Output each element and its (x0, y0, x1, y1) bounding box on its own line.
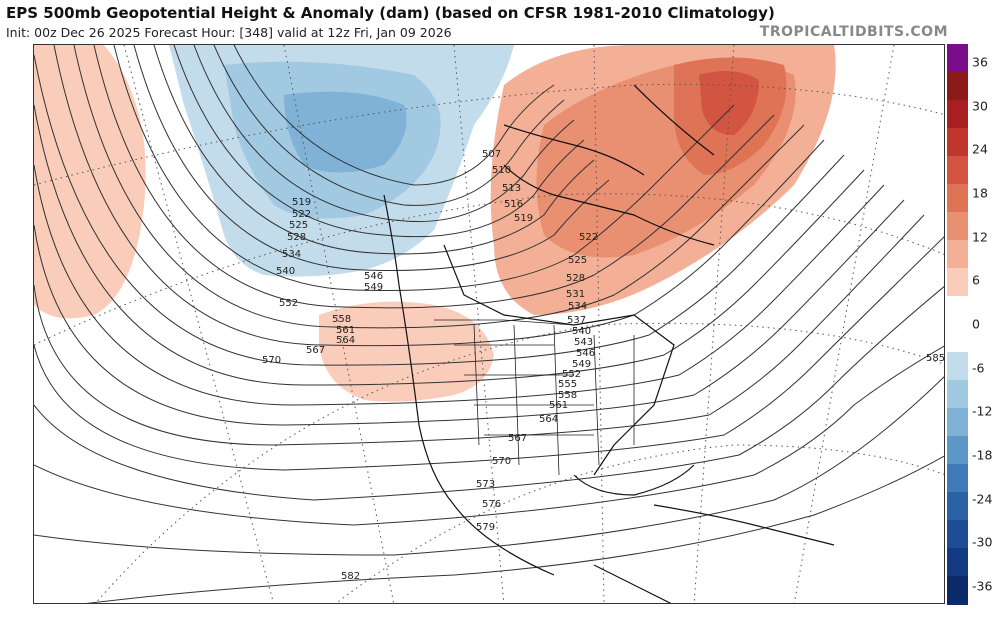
contour-label: 558 (332, 314, 351, 325)
warm-anomaly-west-us (319, 301, 494, 402)
contour-label: 564 (336, 335, 355, 346)
contour-label: 522 (579, 232, 598, 243)
contour-label: 528 (287, 232, 306, 243)
contour-label: 534 (282, 249, 301, 260)
brand-watermark: TROPICALTIDBITS.COM (759, 24, 948, 40)
contour-label: 567 (508, 433, 527, 444)
colorbar-cell (947, 240, 968, 269)
contour-label: 585 (926, 353, 945, 364)
contour-label: 519 (514, 213, 533, 224)
contour-label: 567 (306, 345, 325, 356)
colorbar-cell (947, 184, 968, 213)
colorbar-cell (947, 268, 968, 297)
coastlines (383, 84, 835, 603)
anomaly-shading (34, 45, 836, 402)
contour-label: 537 (567, 315, 586, 326)
contour-labels: 507 510 513 516 519 519 522 525 528 534 … (262, 149, 945, 582)
contour-label: 522 (292, 209, 311, 220)
contour-label: 543 (574, 337, 593, 348)
contour-label: 555 (558, 379, 577, 390)
contour-label: 528 (566, 273, 585, 284)
colorbar-cell (947, 576, 968, 605)
contour-label: 570 (262, 355, 281, 366)
contour-label: 510 (492, 165, 511, 176)
chart-title: EPS 500mb Geopotential Height & Anomaly … (6, 4, 775, 22)
colorbar-tick-label: -6 (972, 360, 985, 376)
colorbar-cell (947, 100, 968, 129)
colorbar-cell (947, 492, 968, 521)
colorbar-cell (947, 520, 968, 549)
colorbar-cell (947, 156, 968, 185)
map-canvas: 507 510 513 516 519 519 522 525 528 534 … (34, 45, 945, 603)
contour-label: 561 (549, 400, 568, 411)
colorbar-cell (947, 128, 968, 157)
colorbar-tick-label: 12 (972, 229, 988, 245)
contour-label: 579 (476, 522, 495, 533)
colorbar-tick-label: 30 (972, 98, 988, 114)
contour-label: 525 (289, 220, 308, 231)
graticule (34, 45, 944, 603)
contour-label: 561 (336, 325, 355, 336)
borders (434, 319, 635, 476)
contour-label: 540 (276, 266, 295, 277)
colorbar-tick-label: -12 (972, 403, 993, 419)
contour-label: 546 (576, 348, 595, 359)
contour-label: 513 (502, 183, 521, 194)
colorbar-tick-label: -30 (972, 534, 993, 550)
contour-label: 549 (572, 359, 591, 370)
contour-label: 519 (292, 197, 311, 208)
colorbar-cell (947, 212, 968, 241)
contour-label: 558 (558, 390, 577, 401)
contour-label: 573 (476, 479, 495, 490)
contour-label: 531 (566, 289, 585, 300)
height-contours (34, 45, 944, 603)
colorbar-cell (947, 44, 968, 73)
colorbar-tick-label: 36 (972, 54, 988, 70)
contour-label: 516 (504, 199, 523, 210)
colorbar-cell (947, 380, 968, 409)
contour-label: 552 (279, 298, 298, 309)
contour-label: 549 (364, 282, 383, 293)
colorbar-cell (947, 436, 968, 465)
colorbar-cell (947, 352, 968, 381)
contour-label: 582 (341, 571, 360, 582)
contour-label: 564 (539, 414, 558, 425)
colorbar-tick-label: 24 (972, 141, 988, 157)
contour-label: 540 (572, 326, 591, 337)
contour-label: 525 (568, 255, 587, 266)
warm-anomaly-pacific (34, 45, 146, 319)
contour-label: 570 (492, 456, 511, 467)
colorbar-cell (947, 408, 968, 437)
colorbar-tick-label: -24 (972, 491, 993, 507)
warm-anomaly-east-peak (699, 71, 759, 135)
anomaly-colorbar (947, 44, 968, 605)
colorbar-cell (947, 464, 968, 493)
map-panel: 507 510 513 516 519 519 522 525 528 534 … (33, 44, 945, 604)
colorbar-tick-label: 18 (972, 185, 988, 201)
colorbar-cell (947, 324, 968, 353)
colorbar-tick-label: 6 (972, 272, 980, 288)
colorbar-cell (947, 548, 968, 577)
colorbar-cell (947, 296, 968, 325)
colorbar-tick-label: -36 (972, 578, 993, 594)
colorbar-cell (947, 72, 968, 101)
colorbar-tick-label: -18 (972, 447, 993, 463)
cold-anomaly-west-inner (284, 91, 407, 173)
colorbar-tick-label: 0 (972, 316, 980, 332)
chart-subtitle: Init: 00z Dec 26 2025 Forecast Hour: [34… (6, 25, 452, 40)
contour-label: 546 (364, 271, 383, 282)
contour-label: 507 (482, 149, 501, 160)
contour-label: 534 (568, 301, 587, 312)
contour-label: 576 (482, 499, 501, 510)
contour-label: 552 (562, 369, 581, 380)
